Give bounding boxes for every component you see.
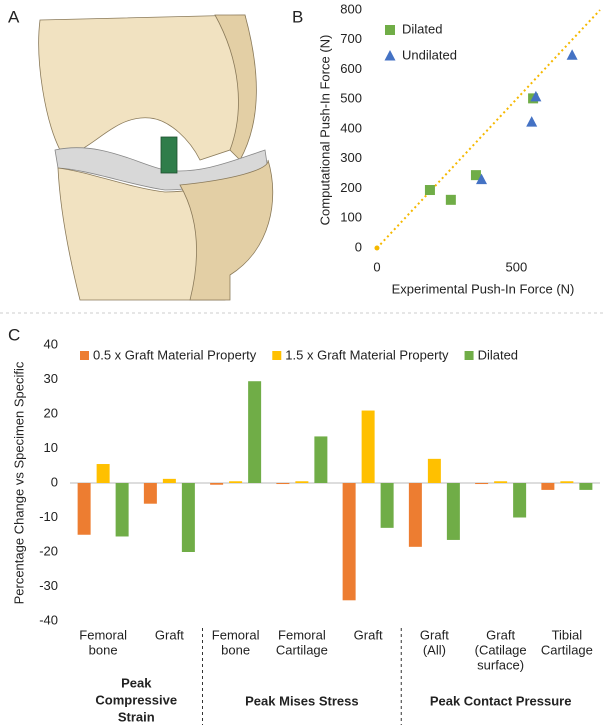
group-label: Peak Contact Pressure: [430, 693, 572, 708]
panel-label: A: [8, 7, 20, 26]
legend-label: 1.5 x Graft Material Property: [285, 347, 449, 362]
y-tick-label: 600: [340, 61, 362, 76]
y-tick-label: 500: [340, 91, 362, 106]
x-tick-label: Graft: [155, 627, 184, 642]
x-tick-label: Tibial: [552, 627, 583, 642]
x-tick-label: surface): [477, 657, 524, 672]
group-label: Compressive: [95, 692, 177, 707]
x-tick-label: Cartilage: [541, 642, 593, 657]
bar: [276, 483, 289, 484]
legend-swatch: [272, 351, 281, 360]
bar: [381, 483, 394, 528]
legend-label: 0.5 x Graft Material Property: [93, 347, 257, 362]
bar: [97, 464, 110, 483]
bar: [295, 481, 308, 483]
bar: [343, 483, 356, 600]
x-tick-label: Femoral: [212, 627, 260, 642]
legend-label: Dilated: [402, 21, 442, 36]
x-tick-label: Graft: [486, 627, 515, 642]
bar: [541, 483, 554, 490]
y-tick-label: 0: [51, 474, 58, 489]
x-tick-label: 0: [373, 259, 380, 274]
point: [526, 116, 537, 127]
y-tick-label: 800: [340, 1, 362, 16]
x-tick-label: 500: [506, 259, 528, 274]
group-label: Strain: [118, 709, 155, 724]
bar: [116, 483, 129, 536]
bar: [144, 483, 157, 504]
bar: [513, 483, 526, 518]
bar: [428, 459, 441, 483]
legend-marker: [385, 50, 396, 61]
panel-label: B: [292, 7, 303, 26]
bar: [163, 479, 176, 483]
bar: [78, 483, 91, 535]
figure: A B01002003004005006007008000500Experime…: [0, 0, 604, 725]
y-tick-label: 20: [44, 405, 58, 420]
y-tick-label: 10: [44, 440, 58, 455]
bar: [409, 483, 422, 547]
bar: [210, 483, 223, 485]
point: [446, 195, 456, 205]
reference-origin: [374, 246, 379, 251]
y-tick-label: -10: [39, 509, 58, 524]
point: [567, 49, 578, 60]
y-tick-label: -40: [39, 612, 58, 627]
bar: [579, 483, 592, 490]
y-tick-label: 40: [44, 336, 58, 351]
y-tick-label: 300: [340, 150, 362, 165]
y-tick-label: 400: [340, 120, 362, 135]
x-tick-label: bone: [221, 642, 250, 657]
y-tick-label: 700: [340, 31, 362, 46]
y-tick-label: -30: [39, 578, 58, 593]
x-axis-label: Experimental Push-In Force (N): [392, 281, 575, 296]
bar: [494, 481, 507, 483]
bar: [447, 483, 460, 540]
legend-label: Dilated: [478, 347, 518, 362]
legend-label: Undilated: [402, 47, 457, 62]
group-label: Peak: [121, 675, 152, 690]
y-axis-label: Percentage Change vs Specimen Specific: [11, 361, 26, 604]
panel-label: C: [8, 325, 20, 344]
knee-illustration: A: [8, 7, 273, 300]
y-tick-label: 100: [340, 210, 362, 225]
x-tick-label: (All): [423, 642, 446, 657]
y-tick-label: 0: [355, 239, 362, 254]
bar: [314, 436, 327, 483]
y-tick-label: 200: [340, 180, 362, 195]
legend-swatch: [465, 351, 474, 360]
x-tick-label: Graft: [420, 627, 449, 642]
point: [425, 185, 435, 195]
bar: [229, 481, 242, 483]
y-tick-label: -20: [39, 543, 58, 558]
bar: [182, 483, 195, 552]
bar: [248, 381, 261, 483]
bar: [362, 411, 375, 483]
y-tick-label: 30: [44, 371, 58, 386]
x-tick-label: bone: [89, 642, 118, 657]
x-tick-label: Graft: [354, 627, 383, 642]
legend-marker: [385, 25, 395, 35]
y-axis-label: Computational Push-In Force (N): [317, 35, 332, 226]
bar: [475, 483, 488, 484]
legend-swatch: [80, 351, 89, 360]
group-label: Peak Mises Stress: [245, 693, 358, 708]
x-tick-label: Cartilage: [276, 642, 328, 657]
x-tick-label: Femoral: [278, 627, 326, 642]
x-tick-label: Femoral: [79, 627, 127, 642]
bar: [560, 481, 573, 483]
reference-line: [377, 10, 600, 248]
x-tick-label: (Catilage: [475, 642, 527, 657]
